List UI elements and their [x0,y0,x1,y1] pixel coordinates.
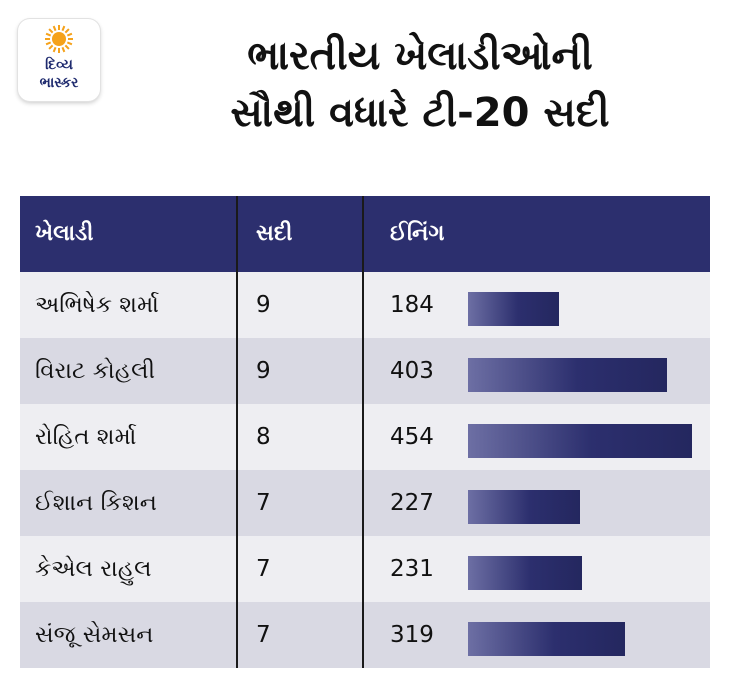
innings-bar [468,424,692,458]
logo-text-line-2: ભાસ્કર [39,75,79,91]
innings-value: 227 [390,490,434,516]
sun-ray [52,46,57,53]
innings-bar [468,622,626,656]
centuries-value: 9 [256,292,271,318]
centuries-table: ખેલાડી સદી ઈનિંગ અભિષેક શર્મા 9 184 વિરાટ ક… [20,196,710,668]
table-row: રોહિત શર્મા 8 454 [20,404,710,470]
player-name: અભિષેક શર્મા [35,292,159,318]
innings-value: 403 [390,358,434,384]
innings-bar [468,358,667,392]
table-row: કેએલ રાહુલ 7 231 [20,536,710,602]
column-divider [362,196,364,668]
table-row: ઈશાન કિશન 7 227 [20,470,710,536]
sun-ray [61,25,66,32]
sun-ray [45,32,52,37]
player-name: સંજૂ સેમસન [35,622,154,648]
table-header: ખેલાડી સદી ઈનિંગ [20,196,710,272]
innings-value: 184 [390,292,434,318]
player-name: કેએલ રાહુલ [35,556,152,582]
sun-ray [45,41,52,46]
title-line-1: ભારતીય ખેલાડીઓની [247,33,593,79]
innings-value: 454 [390,424,434,450]
table-body: અભિષેક શર્મા 9 184 વિરાટ કોહલી 9 403 રોહિત શર્… [20,272,710,668]
table-row: વિરાટ કોહલી 9 403 [20,338,710,404]
sun-ray [66,32,73,37]
player-name: રોહિત શર્મા [35,424,137,450]
header-player: ખેલાડી [35,221,94,246]
title-line-2: સૌથી વધારે ટી-20 સદી [230,90,610,136]
sun-ray [48,44,54,50]
centuries-value: 7 [256,490,271,516]
sun-ray [52,25,57,32]
innings-bar [468,292,559,326]
sun-ray [61,46,66,53]
sun-ray [66,41,73,46]
innings-value: 231 [390,556,434,582]
player-name: વિરાટ કોહલી [35,358,156,384]
centuries-value: 7 [256,556,271,582]
sun-ray [64,44,70,50]
centuries-value: 8 [256,424,271,450]
page-title: ભારતીય ખેલાડીઓની સૌથી વધારે ટી-20 સદી [120,28,720,142]
innings-bar [468,556,582,590]
column-divider [236,196,238,668]
logo-text-line-1: દિવ્ય [45,57,73,73]
centuries-value: 9 [256,358,271,384]
centuries-value: 7 [256,622,271,648]
player-name: ઈશાન કિશન [35,490,157,516]
sun-ray [48,28,54,34]
table-row: અભિષેક શર્મા 9 184 [20,272,710,338]
header-innings: ઈનિંગ [390,221,445,246]
innings-value: 319 [390,622,434,648]
innings-bar [468,490,580,524]
sun-icon [45,25,73,53]
sun-ray [64,28,70,34]
header-centuries: સદી [256,221,293,246]
divya-bhaskar-logo: દિવ્ય ભાસ્કર [18,19,100,101]
table-row: સંજૂ સેમસન 7 319 [20,602,710,668]
